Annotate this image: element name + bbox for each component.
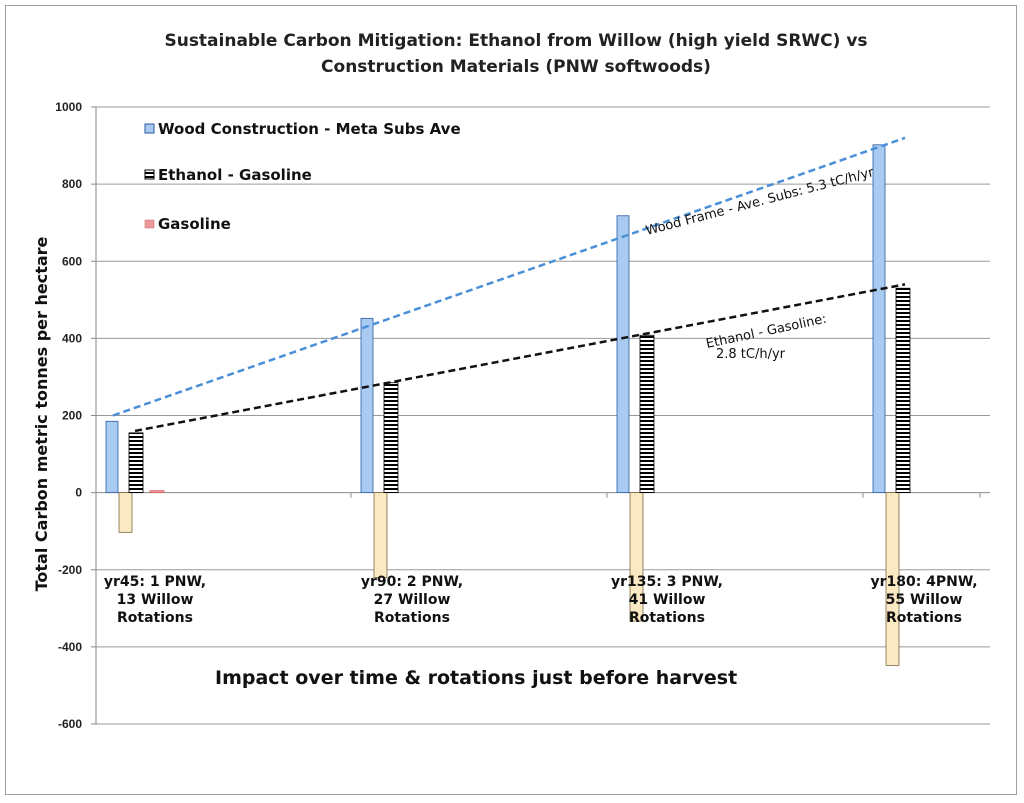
legend-label-wood: Wood Construction - Meta Subs Ave bbox=[158, 120, 461, 138]
y-tick-label: 400 bbox=[62, 331, 82, 345]
category-label: 27 Willow bbox=[374, 592, 451, 608]
trendlines bbox=[112, 136, 906, 433]
category-label: Rotations bbox=[117, 610, 193, 626]
gridlines bbox=[91, 106, 990, 725]
bars bbox=[105, 144, 911, 666]
category-label: 13 Willow bbox=[117, 592, 194, 608]
category-label: yr45: 1 PNW, bbox=[104, 574, 206, 590]
y-tick-label: 200 bbox=[62, 409, 82, 423]
y-tick-label: 600 bbox=[62, 254, 82, 268]
y-tick-label: 1000 bbox=[55, 100, 82, 114]
bar-ethanol bbox=[639, 334, 655, 494]
trendline-ethanol bbox=[134, 283, 906, 433]
trend-label-wood: Wood Frame - Ave. Subs: 5.3 tC/h/yr bbox=[644, 165, 876, 239]
bar-wood bbox=[105, 420, 119, 494]
y-tick-label: -400 bbox=[58, 640, 82, 654]
trendline-wood bbox=[112, 136, 906, 417]
legend-label-gasoline: Gasoline bbox=[158, 215, 231, 233]
chart-title-line1: Sustainable Carbon Mitigation: Ethanol f… bbox=[164, 31, 867, 51]
category-label: yr180: 4PNW, bbox=[870, 574, 977, 590]
bar-wood bbox=[360, 317, 374, 494]
trend-label-ethanol-line2: 2.8 tC/h/yr bbox=[716, 347, 786, 362]
chart-frame bbox=[5, 5, 1017, 795]
bar-wood bbox=[616, 215, 630, 494]
legend-swatch-wood bbox=[144, 123, 155, 134]
category-label: yr135: 3 PNW, bbox=[611, 574, 723, 590]
bar-loss bbox=[118, 492, 133, 533]
chart-title-line2: Construction Materials (PNW softwoods) bbox=[321, 57, 711, 77]
bar-loss bbox=[629, 492, 644, 622]
y-tick-label: -200 bbox=[58, 563, 82, 577]
y-axis-label: Total Carbon metric tonnes per hectare bbox=[32, 236, 51, 591]
category-label: yr90: 2 PNW, bbox=[361, 574, 463, 590]
bar-ethanol bbox=[895, 287, 911, 494]
bar-gasoline bbox=[149, 490, 165, 494]
y-tick-label: -600 bbox=[58, 717, 82, 731]
x-axis-label: Impact over time & rotations just before… bbox=[215, 667, 737, 689]
y-tick-label: 800 bbox=[62, 177, 82, 191]
category-label: Rotations bbox=[374, 610, 450, 626]
bar-ethanol bbox=[128, 432, 144, 494]
category-label: 55 Willow bbox=[886, 592, 963, 608]
category-label: 41 Willow bbox=[629, 592, 706, 608]
legend: Wood Construction - Meta Subs Ave Ethano… bbox=[144, 120, 461, 233]
category-label: Rotations bbox=[886, 610, 962, 626]
category-label: Rotations bbox=[629, 610, 705, 626]
bar-ethanol bbox=[383, 382, 399, 494]
bar-loss bbox=[373, 492, 388, 578]
legend-swatch-gasoline bbox=[144, 219, 155, 229]
bar-loss bbox=[885, 492, 900, 666]
bar-wood bbox=[872, 144, 886, 494]
legend-label-ethanol: Ethanol - Gasoline bbox=[158, 166, 312, 184]
legend-swatch-ethanol bbox=[144, 169, 155, 180]
category-labels: yr45: 1 PNW, 13 Willow Rotations yr90: 2 PN… bbox=[104, 574, 978, 626]
y-tick-label: 0 bbox=[75, 486, 82, 500]
y-tick-labels: 1000 800 600 400 200 0 -200 -400 -600 bbox=[55, 100, 82, 731]
